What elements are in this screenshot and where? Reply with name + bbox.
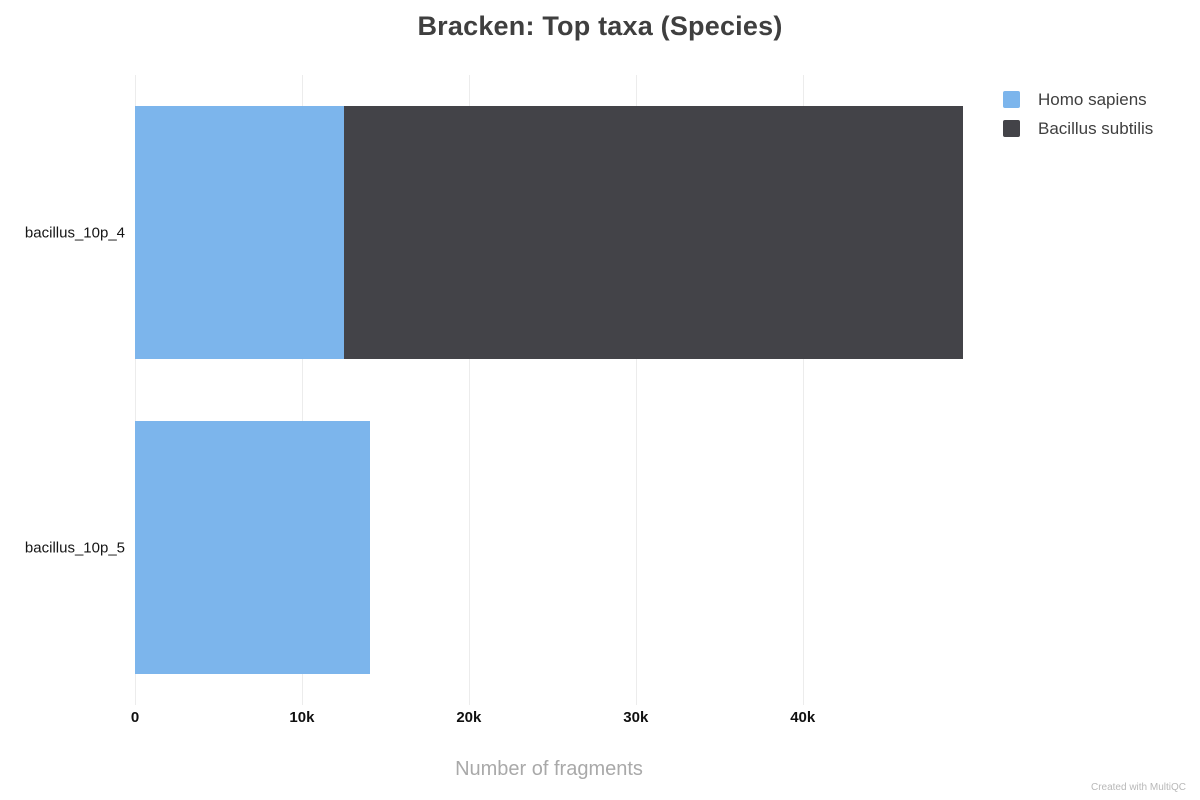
chart-title: Bracken: Top taxa (Species) <box>417 11 783 41</box>
x-tick-label: 30k <box>623 709 649 726</box>
bar-segment-homo-sapiens[interactable] <box>135 105 344 360</box>
legend-item-bacillus-subtilis[interactable]: Bacillus subtilis <box>1003 114 1153 143</box>
gridline <box>802 75 804 705</box>
gridline <box>468 75 470 705</box>
bar-row <box>135 105 963 360</box>
y-category-label: bacillus_10p_4 <box>24 224 125 241</box>
plot-area[interactable] <box>135 75 963 705</box>
legend-label: Bacillus subtilis <box>1038 118 1154 138</box>
bar-segment-homo-sapiens[interactable] <box>135 420 371 675</box>
x-tick-label: 10k <box>289 709 315 726</box>
bar-row <box>135 420 963 675</box>
bar-segment-bacillus-subtilis[interactable] <box>343 105 963 360</box>
y-category-label: bacillus_10p_5 <box>24 539 125 556</box>
legend-swatch <box>1003 91 1020 108</box>
x-tick-label: 40k <box>790 709 816 726</box>
legend-item-homo-sapiens[interactable]: Homo sapiens <box>1003 85 1153 114</box>
x-axis-ticks: 0 10k 20k 30k 40k <box>131 709 963 729</box>
legend-swatch <box>1003 120 1020 137</box>
y-axis-labels: bacillus_10p_4 bacillus_10p_5 <box>0 75 125 705</box>
gridline <box>301 75 303 705</box>
multiqc-watermark: Created with MultiQC <box>1090 782 1186 793</box>
x-tick-label: 20k <box>456 709 482 726</box>
x-tick-label: 0 <box>130 709 140 726</box>
legend-label: Homo sapiens <box>1038 89 1147 109</box>
x-axis-title: Number of fragments <box>455 758 643 780</box>
gridline <box>635 75 637 705</box>
gridline <box>135 75 136 705</box>
legend: Homo sapiens Bacillus subtilis <box>1003 85 1153 143</box>
